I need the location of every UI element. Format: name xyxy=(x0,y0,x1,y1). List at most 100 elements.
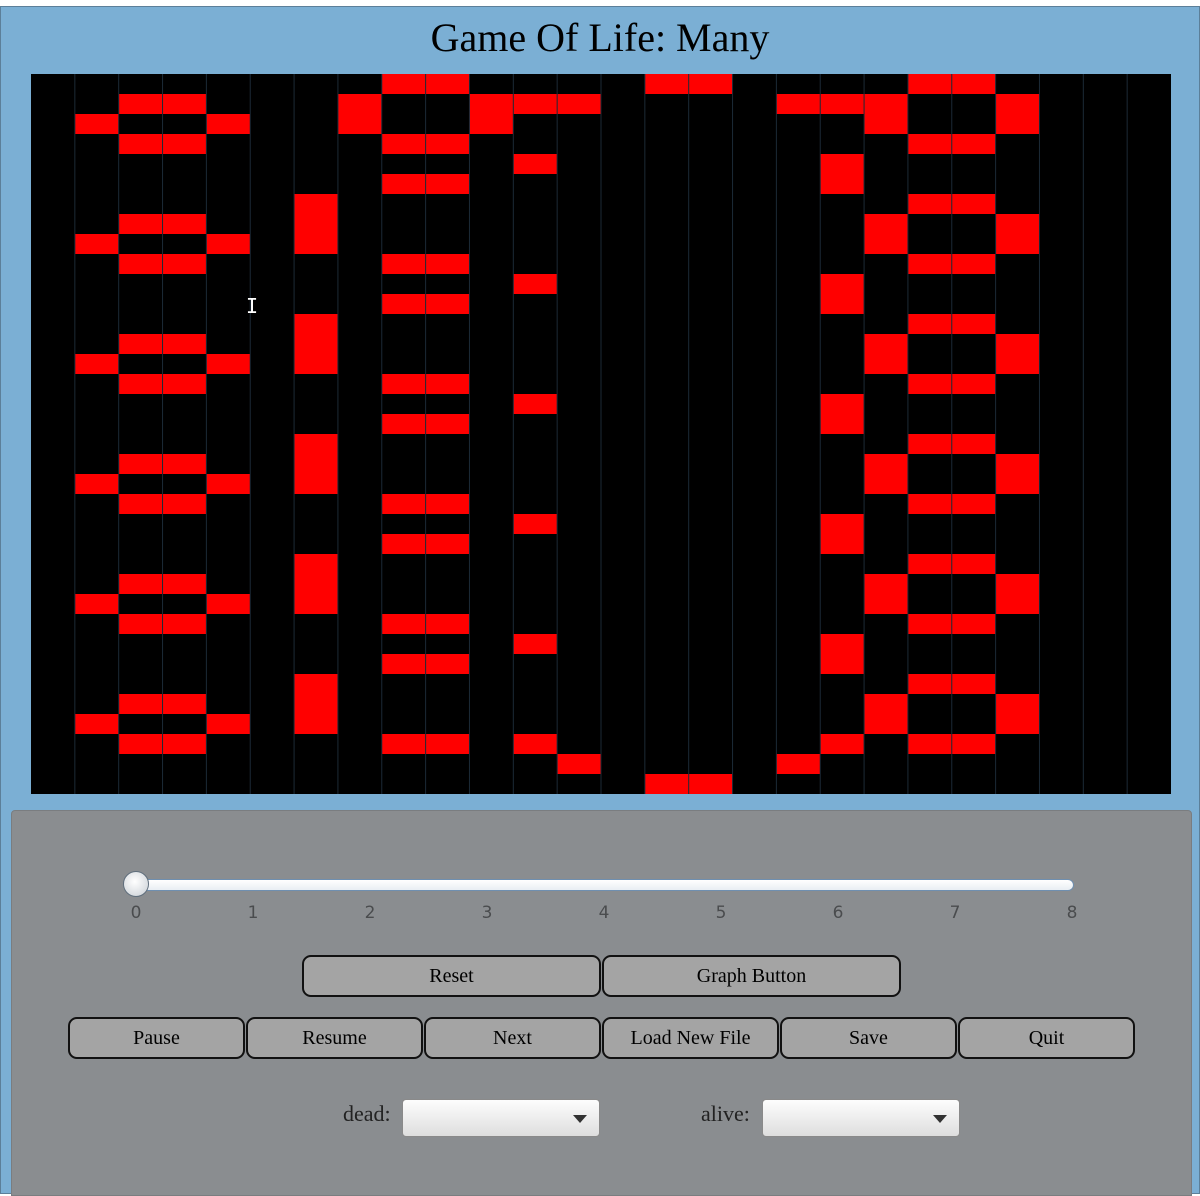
alive-cell[interactable] xyxy=(864,474,908,494)
alive-cell[interactable] xyxy=(74,234,119,254)
alive-cell[interactable] xyxy=(469,114,514,134)
alive-cell[interactable] xyxy=(864,354,908,374)
alive-cell[interactable] xyxy=(337,94,382,114)
alive-cell[interactable] xyxy=(995,214,1040,234)
alive-cell[interactable] xyxy=(425,374,470,394)
alive-cell[interactable] xyxy=(907,674,952,694)
alive-cell[interactable] xyxy=(513,274,558,294)
alive-cell[interactable] xyxy=(118,454,163,474)
alive-cell[interactable] xyxy=(294,674,338,694)
alive-cell[interactable] xyxy=(864,214,908,234)
alive-cell[interactable] xyxy=(425,734,470,754)
alive-cell[interactable] xyxy=(162,94,207,114)
alive-cell[interactable] xyxy=(206,474,251,494)
alive-cell[interactable] xyxy=(513,94,558,114)
alive-cell[interactable] xyxy=(381,174,426,194)
alive-cell[interactable] xyxy=(118,134,163,154)
alive-cell[interactable] xyxy=(469,94,514,114)
alive-cell[interactable] xyxy=(995,94,1040,114)
alive-cell[interactable] xyxy=(776,754,821,774)
quit-button[interactable]: Quit xyxy=(958,1017,1135,1059)
alive-cell[interactable] xyxy=(951,134,996,154)
alive-cell[interactable] xyxy=(951,434,996,454)
alive-cell[interactable] xyxy=(294,554,338,574)
alive-cell[interactable] xyxy=(294,694,338,714)
alive-cell[interactable] xyxy=(907,614,952,634)
alive-cell[interactable] xyxy=(74,714,119,734)
alive-cell[interactable] xyxy=(381,374,426,394)
alive-cell[interactable] xyxy=(425,654,470,674)
alive-cell[interactable] xyxy=(162,734,207,754)
alive-cell[interactable] xyxy=(74,114,119,134)
alive-cell[interactable] xyxy=(864,694,908,714)
alive-cell[interactable] xyxy=(294,354,338,374)
alive-cell[interactable] xyxy=(381,734,426,754)
alive-cell[interactable] xyxy=(995,694,1040,714)
alive-cell[interactable] xyxy=(820,634,865,654)
alive-cell[interactable] xyxy=(381,494,426,514)
alive-cell[interactable] xyxy=(820,174,865,194)
alive-cell[interactable] xyxy=(907,374,952,394)
alive-cell[interactable] xyxy=(688,74,733,94)
alive-cell[interactable] xyxy=(425,174,470,194)
life-board[interactable] xyxy=(31,74,1171,794)
alive-cell[interactable] xyxy=(381,254,426,274)
alive-cell[interactable] xyxy=(206,594,251,614)
alive-cell[interactable] xyxy=(381,134,426,154)
alive-cell[interactable] xyxy=(995,474,1040,494)
alive-cell[interactable] xyxy=(951,674,996,694)
alive-cell[interactable] xyxy=(381,414,426,434)
alive-cell[interactable] xyxy=(294,594,338,614)
alive-cell[interactable] xyxy=(907,194,952,214)
alive-cell[interactable] xyxy=(118,494,163,514)
alive-cell[interactable] xyxy=(951,314,996,334)
alive-cell[interactable] xyxy=(644,774,689,794)
alive-cell[interactable] xyxy=(820,514,865,534)
alive-cell[interactable] xyxy=(294,214,338,234)
alive-cell[interactable] xyxy=(820,274,865,294)
alive-cell[interactable] xyxy=(951,74,996,94)
alive-cell[interactable] xyxy=(74,354,119,374)
alive-cell[interactable] xyxy=(513,634,558,654)
alive-cell[interactable] xyxy=(688,774,733,794)
alive-cell[interactable] xyxy=(513,154,558,174)
alive-cell[interactable] xyxy=(776,94,821,114)
alive-cell[interactable] xyxy=(206,114,251,134)
alive-cell[interactable] xyxy=(951,614,996,634)
alive-cell[interactable] xyxy=(162,574,207,594)
alive-cell[interactable] xyxy=(864,334,908,354)
pause-button[interactable]: Pause xyxy=(68,1017,245,1059)
alive-cell[interactable] xyxy=(995,594,1040,614)
alive-cell[interactable] xyxy=(381,614,426,634)
alive-cell[interactable] xyxy=(995,714,1040,734)
alive-cell[interactable] xyxy=(907,494,952,514)
alive-cell[interactable] xyxy=(118,334,163,354)
load-file-button[interactable]: Load New File xyxy=(602,1017,779,1059)
speed-slider-track[interactable] xyxy=(136,879,1074,891)
alive-color-select[interactable] xyxy=(762,1099,960,1137)
alive-cell[interactable] xyxy=(381,294,426,314)
alive-cell[interactable] xyxy=(951,254,996,274)
alive-cell[interactable] xyxy=(206,354,251,374)
alive-cell[interactable] xyxy=(294,234,338,254)
alive-cell[interactable] xyxy=(162,454,207,474)
alive-cell[interactable] xyxy=(820,294,865,314)
next-button[interactable]: Next xyxy=(424,1017,601,1059)
alive-cell[interactable] xyxy=(162,134,207,154)
alive-cell[interactable] xyxy=(162,254,207,274)
alive-cell[interactable] xyxy=(162,614,207,634)
alive-cell[interactable] xyxy=(118,254,163,274)
alive-cell[interactable] xyxy=(513,514,558,534)
alive-cell[interactable] xyxy=(162,334,207,354)
alive-cell[interactable] xyxy=(820,414,865,434)
alive-cell[interactable] xyxy=(425,614,470,634)
alive-cell[interactable] xyxy=(820,394,865,414)
graph-button[interactable]: Graph Button xyxy=(602,955,901,997)
alive-cell[interactable] xyxy=(864,234,908,254)
alive-cell[interactable] xyxy=(337,114,382,134)
alive-cell[interactable] xyxy=(951,494,996,514)
alive-cell[interactable] xyxy=(907,254,952,274)
alive-cell[interactable] xyxy=(557,754,601,774)
alive-cell[interactable] xyxy=(425,74,470,94)
alive-cell[interactable] xyxy=(951,734,996,754)
